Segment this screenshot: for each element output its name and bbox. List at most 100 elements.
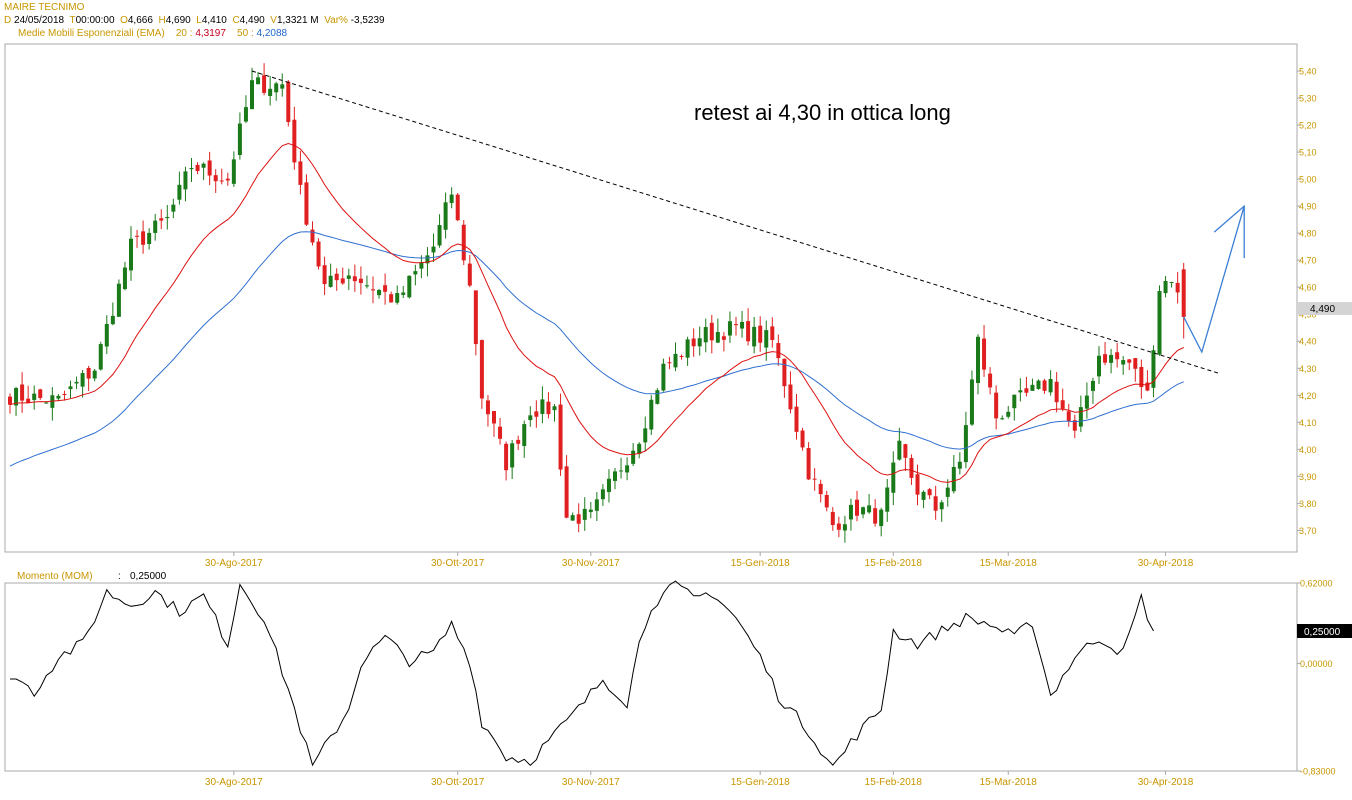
candle-body [861, 507, 866, 515]
candle-body [1048, 379, 1053, 393]
last-momentum-marker: 0,25000 [1297, 624, 1352, 638]
candle-body [806, 448, 811, 480]
candle-body [982, 338, 987, 370]
header-ema-line: Medie Mobili Esponenziali (EMA) 20 : 4,3… [18, 28, 288, 39]
candle-body [298, 161, 303, 185]
candle-body [201, 163, 206, 168]
price-y-tick-label: 4,20 [1299, 391, 1317, 401]
candle-body [26, 398, 31, 403]
candle-body [280, 84, 285, 89]
last-price-box [1297, 302, 1352, 315]
momentum-x-tick-label: 15-Mar-2018 [980, 777, 1038, 788]
candle-body [159, 218, 164, 221]
momentum-x-tick-label: 30-Ago-2017 [205, 777, 263, 788]
candle-body [570, 515, 575, 521]
candle-body [824, 495, 829, 508]
candle-body [582, 508, 587, 520]
candle-body [419, 262, 424, 269]
candle-body [673, 353, 678, 368]
candle-body [1030, 384, 1035, 391]
momentum-y-tick-label: -0,83000 [1300, 767, 1336, 777]
candle-body [1151, 350, 1156, 388]
candle-body [479, 340, 484, 399]
candle-body [715, 331, 720, 343]
candle-body [1163, 280, 1168, 294]
price-y-tick-label: 3,80 [1299, 499, 1317, 509]
candle-body [818, 483, 823, 495]
candle-body [836, 523, 841, 530]
price-y-tick-label: 5,40 [1299, 67, 1317, 77]
candle-body [697, 338, 702, 347]
candle-body [1145, 382, 1150, 391]
candle-body [649, 399, 654, 430]
candle-body [915, 474, 920, 495]
candle-body [576, 514, 581, 524]
candle-body [564, 466, 569, 518]
price-y-tick-label: 5,10 [1299, 148, 1317, 158]
candle-body [1097, 355, 1101, 377]
ema-50-line [9, 231, 1184, 467]
candle-body [691, 338, 696, 347]
candle-body [1103, 354, 1108, 363]
candle-body [867, 505, 872, 513]
candle-body [177, 184, 182, 200]
price-y-tick-label: 3,70 [1299, 526, 1317, 536]
candle-body [364, 285, 369, 287]
candle-body [383, 285, 388, 292]
candle-body [304, 182, 309, 225]
candle-body [389, 294, 394, 303]
candle-body [1139, 366, 1144, 388]
candle-body [86, 367, 91, 379]
candle-body [661, 363, 666, 391]
candle-body [588, 509, 593, 513]
candle-body [727, 321, 732, 336]
candle-body [945, 487, 950, 497]
projection-arrow [1183, 205, 1245, 354]
candle-body [56, 395, 61, 399]
candle-body [885, 487, 890, 512]
candle-body [830, 512, 835, 526]
candle-body [274, 83, 279, 93]
price-y-tick-label: 5,30 [1299, 94, 1317, 104]
candle-body [92, 370, 97, 379]
price-x-tick-label: 15-Gen-2018 [731, 558, 790, 569]
momentum-y-axis: 0,62000 0,00000 -0,83000 [1297, 579, 1336, 777]
candle-body [606, 478, 611, 493]
candle-body [213, 175, 218, 182]
candle-body [927, 489, 932, 496]
candle-body [8, 396, 12, 405]
candle-body [516, 439, 521, 444]
candle-body [782, 358, 787, 387]
price-y-tick-label: 4,40 [1299, 337, 1317, 347]
chart-annotation: retest ai 4,30 in ottica long [694, 100, 951, 125]
candle-body [891, 462, 896, 493]
candle-body [62, 393, 67, 395]
candle-body [770, 326, 775, 340]
candle-body [758, 325, 763, 343]
candle-body [153, 220, 158, 233]
candle-body [310, 229, 315, 243]
candle-body [334, 273, 339, 281]
candle-body [848, 504, 853, 520]
candle-body [371, 289, 375, 291]
candle-body [1181, 269, 1186, 317]
candle-body [794, 406, 799, 432]
candle-body [358, 278, 363, 283]
header-ohlc-line: D 24/05/2018 T00:00:00 O4,666 H4,690 L4,… [4, 15, 385, 26]
candle-body [122, 267, 127, 290]
candle-body [600, 489, 605, 500]
candle-body [135, 235, 140, 237]
candle-body [292, 119, 297, 163]
candle-body [643, 428, 648, 443]
candle-body [44, 402, 49, 404]
candle-body [1066, 411, 1071, 422]
candle-body [909, 458, 914, 478]
header-symbol: MAIRE TECNIMO [4, 2, 85, 13]
candle-body [165, 216, 170, 219]
price-x-axis: 30-Ago-2017 30-Ott-2017 30-Nov-2017 15-Gen-… [205, 552, 1194, 569]
candle-body [431, 246, 436, 253]
candle-body [1090, 380, 1095, 391]
candle-body [455, 194, 460, 221]
candle-body [268, 88, 273, 96]
